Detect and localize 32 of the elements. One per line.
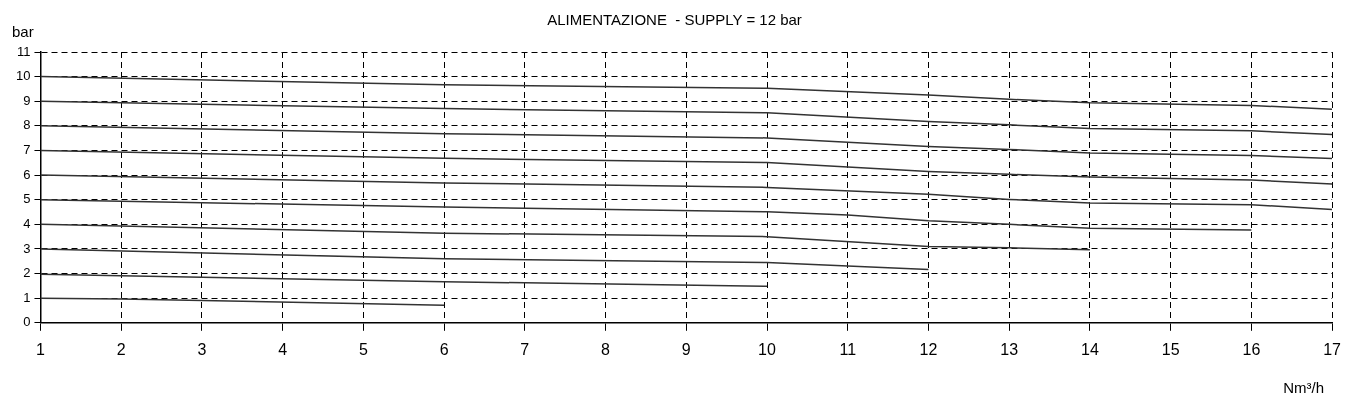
x-tick-label: 1 [36,340,46,358]
x-tick-label: 17 [1323,340,1342,358]
x-tick-label: 5 [358,340,368,358]
x-tick-label: 6 [439,340,449,358]
y-tick-label: 5 [23,191,31,207]
y-axis-title: bar [12,22,34,40]
y-tick-label: 8 [23,117,31,133]
x-tick-label: 15 [1161,340,1180,358]
y-tick-label: 1 [23,289,31,305]
y-tick-label: 3 [23,240,31,256]
y-tick-label: 11 [16,43,31,59]
x-tick-label: 8 [601,340,611,358]
x-tick-label: 4 [278,340,288,358]
y-tick-label: 4 [23,215,31,231]
x-tick-label: 3 [197,340,207,358]
y-tick-label: 2 [23,265,31,281]
x-tick-label: 9 [681,340,691,358]
y-tick-label: 6 [23,166,31,182]
x-tick-label: 16 [1242,340,1261,358]
x-tick-label: 2 [116,340,126,358]
x-axis-title: Nm³/h [1283,378,1325,396]
x-tick-label: 14 [1081,340,1099,358]
x-tick-label: 11 [839,340,857,358]
x-tick-label: 7 [520,340,530,358]
x-tick-label: 12 [919,340,938,358]
x-tick-label: 13 [1000,340,1019,358]
chart-title: ALIMENTAZIONE - SUPPLY = 12 bar [547,11,802,29]
y-tick-label: 7 [23,142,31,158]
y-tick-label: 10 [15,68,31,84]
x-tick-label: 10 [758,340,777,358]
y-tick-label: 0 [23,314,31,330]
y-tick-label: 9 [23,92,31,108]
